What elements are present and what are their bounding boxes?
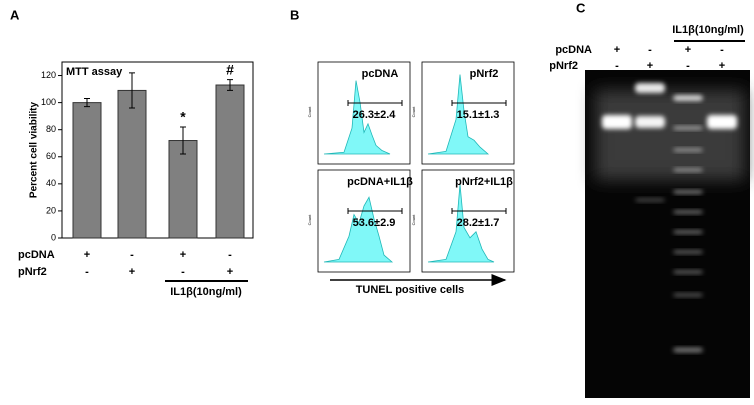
histogram [323,80,391,155]
treatment-sign: + [84,249,90,261]
error-bar [180,126,186,155]
treatment-sign: - [720,44,724,56]
gate [347,208,403,214]
gate [451,208,507,214]
y-tick-label: 20 [46,205,56,215]
treatment-sign: + [180,249,186,261]
group-label: IL1β(10ng/ml) [170,286,242,298]
gel-band [673,230,703,234]
treatment-label: pcDNA [18,249,55,261]
gel-band [602,115,632,129]
y-axis-label: Count [307,214,312,226]
group-label: IL1β(10ng/ml) [672,24,744,36]
gate-value: 15.1±1.3 [457,109,500,121]
y-axis-label: Count [411,106,416,118]
histogram-title: pNrf2+IL1β [455,176,513,188]
y-tick-label: 100 [41,97,56,107]
histogram [427,74,490,155]
gel-band [673,210,703,214]
gel-band [707,115,737,129]
gel-band [673,168,703,172]
gel-glow [595,90,745,180]
histogram-title: pcDNA [362,68,399,80]
panel-c: pcDNA + - + - pNrf2 - + - + IL1β(10ng/ml) [549,24,750,398]
y-tick-label: 80 [46,124,56,134]
y-axis-label: Count [411,214,416,226]
panel-label: A [10,7,20,22]
treatment-sign: + [685,44,691,56]
treatment-sign: - [615,60,619,72]
gate [451,100,507,106]
y-axis-label: Count [307,106,312,118]
y-axis-label: Percent cell viability [29,101,40,198]
histogram [427,184,495,263]
error-bar [84,98,90,108]
panel-a: MTT assay Percent cell viability 0 20 40 60 80… [18,61,254,298]
treatment-sign: - [686,60,690,72]
bar [117,89,147,239]
treatment-sign: + [647,60,653,72]
panel-label: B [290,7,299,22]
gel-band [673,126,703,130]
treatment-sign: + [614,44,620,56]
bar [215,84,245,239]
gel-band [673,270,703,274]
bar [72,102,102,239]
gel-band [673,95,703,101]
gel-band [635,198,665,202]
histogram-title: pNrf2 [470,68,499,80]
treatment-label: pNrf2 [18,266,47,278]
gate-value: 26.3±2.4 [353,109,397,121]
gel-band [673,190,703,194]
treatment-sign: + [129,266,135,278]
annotation: # [226,61,234,77]
bar [168,140,198,239]
chart-title: MTT assay [66,66,123,78]
error-bar [227,79,233,91]
gate-value: 28.2±1.7 [457,217,500,229]
gel-band [635,83,665,93]
treatment-sign: - [228,249,232,261]
histogram-title: pcDNA+IL1β [347,176,413,188]
panel-label: C [576,0,586,15]
treatment-label: pcDNA [555,44,592,56]
gel-band [673,250,703,254]
plot-frame [61,61,254,239]
y-tick-label: 60 [46,151,56,161]
y-tick-label: 120 [41,70,56,80]
histogram [323,196,394,263]
y-tick-label: 40 [46,178,56,188]
treatment-sign: - [85,266,89,278]
annotation: * [180,109,186,125]
gel-band [673,347,703,353]
y-tick-label: 0 [51,232,56,242]
gel-band [673,148,703,152]
treatment-sign: + [227,266,233,278]
treatment-sign: - [181,266,185,278]
x-axis-label: TUNEL positive cells [356,284,465,296]
treatment-label: pNrf2 [549,60,578,72]
gel-band [673,293,703,297]
gate [347,100,403,106]
gate-value: 53.6±2.9 [353,217,396,229]
treatment-sign: - [648,44,652,56]
panel-b: pcDNA 26.3±2.4 Count pNrf2 15.1±1.3 Count pcDN… [307,61,515,296]
gel-band [635,116,665,128]
error-bar [129,72,135,109]
treatment-sign: - [130,249,134,261]
treatment-sign: + [719,60,725,72]
